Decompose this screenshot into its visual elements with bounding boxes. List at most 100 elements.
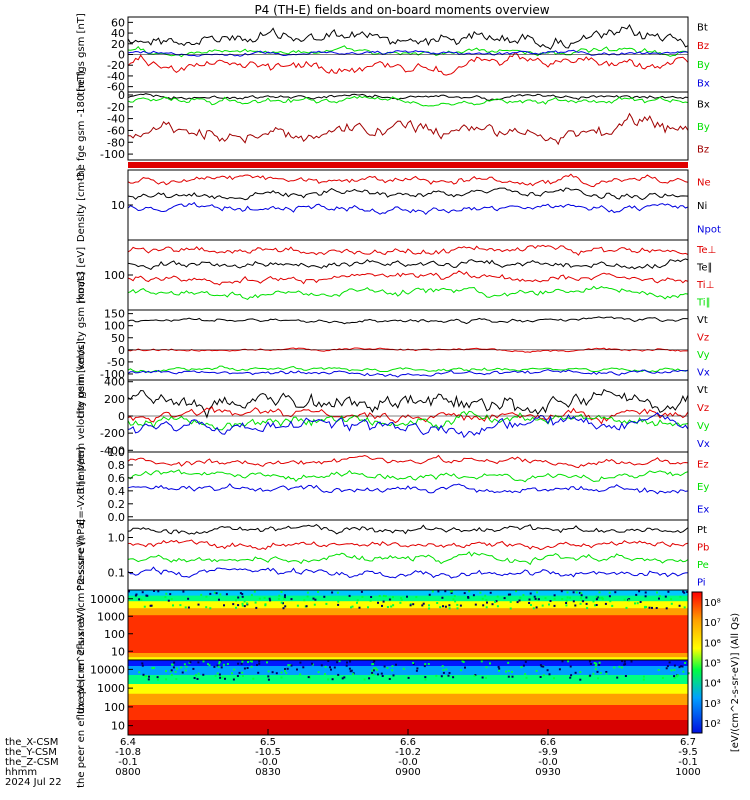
spectrogram-speckle	[349, 660, 352, 663]
spectrogram-speckle	[421, 604, 424, 607]
spectrogram-speckle	[280, 676, 283, 679]
spectrogram-speckle	[329, 666, 331, 669]
legend-bx: Bx	[697, 79, 710, 90]
spectrogram-speckle	[286, 667, 289, 670]
spectrogram-speckle	[184, 669, 187, 672]
spectrogram-speckle	[642, 675, 645, 678]
spectrogram-speckle	[350, 606, 352, 609]
series-line-ey	[127, 469, 689, 483]
spectrogram-speckle	[241, 595, 244, 598]
spectrogram-speckle	[644, 606, 646, 609]
y-tick-label: -100	[100, 368, 125, 381]
spectrogram-speckle	[251, 660, 253, 663]
spectrogram-speckle	[237, 604, 240, 607]
spectrogram-speckle	[436, 602, 439, 604]
spectrogram-speckle	[284, 605, 287, 608]
spectrogram-speckle	[215, 592, 218, 595]
spectrogram-speckle	[153, 666, 155, 669]
spectrogram-speckle	[197, 672, 200, 675]
spectrogram-speckle	[416, 667, 419, 670]
spectrogram-speckle	[343, 676, 346, 679]
y-tick-label: 0	[118, 410, 125, 423]
series-line-ex	[127, 483, 689, 495]
spectrogram-speckle	[565, 599, 568, 602]
spectrogram-speckle	[509, 607, 512, 610]
spectrogram-speckle	[630, 660, 633, 663]
spectrogram-speckle	[549, 600, 552, 602]
spectrogram-speckle	[533, 595, 536, 598]
spectrogram-speckle	[524, 673, 527, 675]
y-tick-label: -40	[107, 70, 125, 83]
legend-te: Te∥	[696, 262, 713, 273]
footer-value: 0900	[395, 767, 420, 778]
spectrogram-speckle	[682, 590, 685, 593]
spectrogram-speckle	[509, 600, 512, 603]
spectrogram-speckle	[623, 660, 626, 663]
spectrogram-speckle	[164, 596, 167, 598]
spectrogram-speckle	[250, 594, 253, 597]
spectrogram-speckle	[553, 597, 556, 600]
spectrogram-speckle	[569, 596, 572, 599]
spectrogram-speckle	[337, 603, 340, 606]
spectrogram-speckle	[580, 596, 582, 599]
spectrogram-speckle	[246, 667, 249, 669]
spectrogram-speckle	[287, 664, 290, 667]
legend-pe: Pe	[697, 560, 709, 571]
spectrogram-speckle	[569, 665, 572, 668]
colorbar-tick-label: 10³	[704, 699, 721, 710]
spectrogram-speckle	[595, 595, 598, 598]
spectrogram-speckle	[205, 595, 208, 598]
spectrogram-speckle	[585, 602, 588, 605]
spectrogram-speckle	[219, 676, 222, 679]
spectrogram-speckle	[604, 602, 607, 605]
spectrogram-speckle	[656, 591, 658, 594]
spectrogram-speckle	[412, 663, 415, 666]
spectrogram-speckle	[243, 605, 246, 608]
y-axis-label: moat3 [eV]	[76, 247, 87, 303]
spectrogram-speckle	[644, 595, 647, 598]
spectrogram-speckle	[360, 590, 363, 593]
spectrogram-speckle	[213, 665, 216, 668]
spectrogram-band-7	[128, 657, 688, 661]
legend-ex: Ex	[697, 505, 709, 516]
legend-ez: Ez	[697, 459, 709, 470]
spectrogram-speckle	[670, 598, 673, 601]
spectrogram-speckle	[582, 600, 585, 603]
spectrogram-speckle	[391, 669, 394, 672]
spectrogram-speckle	[422, 602, 425, 605]
y-tick-label: -60	[107, 124, 125, 137]
spectrogram-speckle	[655, 607, 658, 609]
spectrogram-speckle	[369, 599, 372, 602]
series-line-ne	[127, 173, 689, 188]
spectrogram-speckle	[306, 595, 309, 598]
spectrogram-speckle	[189, 661, 192, 664]
spectrogram-speckle	[280, 601, 283, 604]
spectrogram-speckle	[327, 678, 330, 681]
spectrogram-speckle	[238, 671, 241, 674]
spectrogram-speckle	[373, 660, 376, 663]
spectrogram-speckle	[509, 593, 512, 596]
footer: the_X-CSM 6.4 6.5 6.6 6.6 6.7 the_Y-CSM -10.8 -1…	[5, 729, 701, 788]
footer-value: 6.5	[260, 737, 276, 748]
legend-bx: Bx	[697, 99, 710, 110]
spectrogram-speckle	[565, 604, 568, 607]
spectrogram-speckle	[456, 603, 459, 606]
spectrogram-speckle	[585, 596, 588, 599]
spectrogram-speckle	[303, 599, 306, 602]
spectrogram-speckle	[233, 668, 236, 671]
series-line-pi	[127, 566, 689, 579]
spectrogram-speckle	[402, 667, 405, 670]
footer-value: -0.0	[538, 757, 558, 768]
spectrogram-speckle	[572, 591, 575, 594]
spectrogram-speckle	[356, 599, 359, 602]
y-tick-label: -100	[100, 148, 125, 161]
spectrogram-speckle	[553, 594, 556, 597]
spectrogram-speckle	[256, 664, 258, 666]
spectrogram-speckle	[428, 593, 431, 596]
spectrogram-speckle	[171, 663, 173, 666]
spectrogram-speckle	[544, 597, 547, 600]
spectrogram-speckle	[179, 604, 182, 607]
spectrogram-speckle	[138, 598, 141, 601]
y-tick-label: 60	[111, 16, 125, 29]
